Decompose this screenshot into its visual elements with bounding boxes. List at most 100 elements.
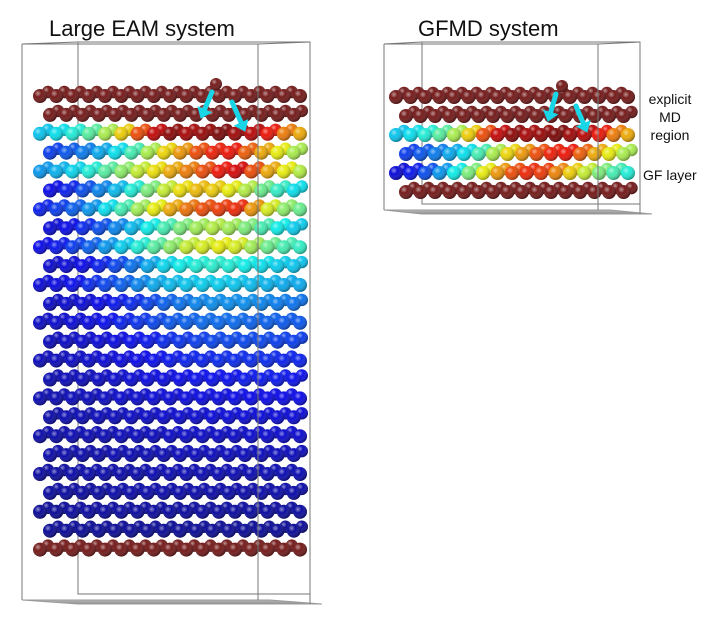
mobile-atom-row bbox=[43, 180, 308, 198]
atom-highlight bbox=[124, 372, 139, 387]
atom-highlight bbox=[286, 448, 301, 463]
atom-highlight bbox=[573, 185, 587, 199]
atom-highlight bbox=[59, 296, 74, 311]
atom-highlight bbox=[254, 372, 269, 387]
atom-highlight bbox=[98, 278, 112, 292]
atom-highlight bbox=[286, 145, 301, 160]
atom-highlight bbox=[189, 410, 204, 425]
atom-highlight bbox=[43, 296, 57, 311]
atom-highlight bbox=[140, 296, 155, 311]
gfmd-panel bbox=[383, 41, 653, 215]
atom-highlight bbox=[577, 90, 592, 104]
atom-highlight bbox=[65, 542, 80, 557]
atom-highlight bbox=[81, 240, 96, 255]
atom-highlight bbox=[114, 467, 129, 481]
atom-highlight bbox=[577, 166, 592, 180]
arrow bbox=[542, 91, 559, 122]
atom-highlight bbox=[260, 315, 275, 330]
atom-highlight bbox=[189, 448, 204, 463]
atom-highlight bbox=[602, 147, 616, 161]
atom-highlight bbox=[616, 185, 631, 199]
atom-highlight bbox=[244, 391, 259, 406]
mobile-atom-row bbox=[43, 218, 308, 236]
atom-highlight bbox=[140, 259, 155, 274]
arrow bbox=[197, 89, 215, 119]
atom-highlight bbox=[114, 240, 129, 255]
atom-highlight bbox=[276, 353, 291, 368]
atom-highlight bbox=[130, 240, 145, 255]
atom-highlight bbox=[75, 410, 90, 425]
atom-highlight bbox=[65, 467, 80, 481]
adatom bbox=[210, 78, 222, 90]
atom-highlight bbox=[432, 166, 447, 180]
atom-highlight bbox=[49, 164, 64, 179]
atom-highlight bbox=[476, 90, 490, 104]
atom-highlight bbox=[244, 240, 259, 255]
atom-highlight bbox=[124, 296, 139, 311]
atom-highlight bbox=[124, 410, 139, 425]
atom-highlight bbox=[195, 240, 210, 255]
mobile-atom-row bbox=[33, 123, 307, 141]
atom-highlight bbox=[442, 185, 457, 199]
mobile-atom-row bbox=[33, 426, 307, 444]
atom-highlight bbox=[293, 240, 307, 255]
atom-highlight bbox=[33, 467, 47, 481]
atom-highlight bbox=[130, 429, 145, 444]
atom-highlight bbox=[59, 183, 74, 198]
atom-highlight bbox=[486, 147, 500, 161]
atom-highlight bbox=[221, 334, 236, 349]
atom-highlight bbox=[260, 391, 275, 406]
eam-panel-title: Large EAM system bbox=[49, 16, 235, 41]
atom-highlight bbox=[195, 278, 210, 292]
atom-highlight bbox=[130, 126, 145, 141]
atom-highlight bbox=[81, 429, 96, 444]
atom-highlight bbox=[173, 448, 187, 463]
atom-highlight bbox=[81, 353, 96, 368]
mobile-atom-row bbox=[389, 162, 635, 180]
atom-highlight bbox=[91, 259, 106, 274]
atom-highlight bbox=[558, 185, 573, 199]
atom-highlight bbox=[286, 107, 301, 122]
atom-highlight bbox=[173, 183, 187, 198]
atom-highlight bbox=[179, 278, 194, 292]
atom-highlight bbox=[228, 202, 242, 217]
atom-highlight bbox=[195, 391, 210, 406]
atom-highlight bbox=[221, 259, 236, 274]
atom-highlight bbox=[238, 221, 252, 236]
atom-highlight bbox=[500, 147, 515, 161]
atom-highlight bbox=[146, 202, 161, 217]
atom-highlight bbox=[621, 166, 635, 180]
atom-highlight bbox=[75, 334, 90, 349]
atom-highlight bbox=[399, 147, 413, 161]
atom-highlight bbox=[98, 315, 112, 330]
atom-highlight bbox=[403, 90, 418, 104]
atom-highlight bbox=[108, 448, 122, 463]
atom-highlight bbox=[156, 107, 171, 122]
atom-highlight bbox=[490, 90, 505, 104]
atom-highlight bbox=[270, 296, 285, 311]
atom-highlight bbox=[205, 334, 220, 349]
atom-highlight bbox=[270, 259, 285, 274]
atom-highlight bbox=[114, 126, 129, 141]
atom-highlight bbox=[81, 542, 96, 557]
atom-highlight bbox=[75, 259, 90, 274]
atom-highlight bbox=[286, 485, 301, 500]
mobile-atom-row bbox=[43, 331, 308, 349]
atom-highlight bbox=[33, 126, 47, 141]
atom-highlight bbox=[43, 334, 57, 349]
atom-highlight bbox=[587, 147, 602, 161]
atom-highlight bbox=[179, 429, 194, 444]
adatom bbox=[556, 80, 568, 92]
atom-highlight bbox=[260, 353, 275, 368]
atom-highlight bbox=[114, 542, 129, 557]
atom-highlight bbox=[490, 128, 505, 142]
atom-highlight bbox=[205, 448, 220, 463]
atom-highlight bbox=[75, 448, 90, 463]
atom-highlight bbox=[114, 391, 129, 406]
atom-highlight bbox=[238, 523, 252, 538]
atom-highlight bbox=[228, 542, 242, 557]
atom-highlight bbox=[238, 183, 252, 198]
mobile-atom-row bbox=[389, 124, 635, 142]
atom-highlight bbox=[606, 128, 621, 142]
atom-highlight bbox=[75, 145, 90, 160]
